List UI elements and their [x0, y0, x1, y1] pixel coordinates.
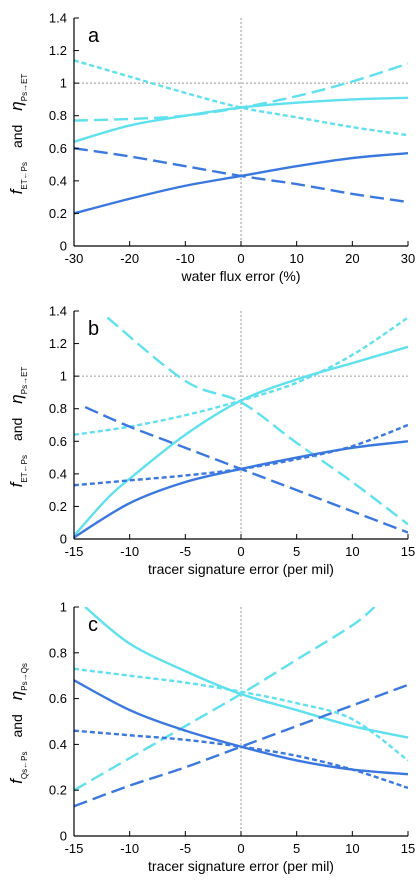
panel-c-y-tick-label: 0.8 [49, 645, 67, 660]
panel-a-x-tick-label: 30 [401, 251, 415, 266]
panel-a: 00.20.40.60.811.21.4-30 -20 -10 0 10 20 30wate… [7, 11, 415, 285]
panel-a-y-axis-label: fET←PsandηPs→ET [7, 74, 29, 195]
panel-c-y-tick-label: 0.2 [49, 783, 67, 798]
panel-b-x-tick-label: 5 [293, 544, 300, 559]
panel-b-x-axis-label: tracer signature error (per mil) [148, 561, 334, 577]
panel-b-y-tick-label: 1 [60, 369, 67, 384]
panel-b-y-tick-label: 0.4 [49, 466, 67, 481]
panel-b: 00.20.40.60.811.21.4-15 -10 -5 0 5 10 15tracer… [7, 304, 415, 578]
panel-a-x-tick-label: 0 [237, 251, 244, 266]
panel-c-label: c [88, 614, 98, 636]
panel-b-x-tick-label: 15 [401, 544, 415, 559]
panel-a-y-label-f-subscript: ET←Ps [20, 162, 29, 190]
panel-b-y-tick-label: 0.8 [49, 401, 67, 416]
panel-a-y-label-eta-symbol: η [7, 101, 26, 110]
panel-a-y-tick-label: 0.4 [49, 173, 67, 188]
panel-b-y-tick-label: 0.2 [49, 499, 67, 514]
panel-c-x-tick-label: -15 [65, 841, 84, 856]
panel-c-y-label-f-subscript: Qs←Ps [20, 752, 29, 780]
panel-c-y-label-eta-symbol: η [7, 691, 26, 700]
panel-b-y-axis-label: fET←PsandηPs→ET [7, 367, 29, 488]
panel-b-y-tick-label: 1.4 [49, 304, 67, 319]
panel-c-y-axis-label: fQs←PsandηPs→Qs [7, 663, 29, 784]
panel-c-x-tick-label: -10 [120, 841, 139, 856]
panel-b-x-tick-label: 0 [237, 544, 244, 559]
panel-c-series-line-light_cyan-solid [85, 607, 408, 738]
panel-c-x-axis-label: tracer signature error (per mil) [148, 858, 334, 874]
panel-a-y-tick-label: 0.6 [49, 141, 67, 156]
panel-a-x-axis-label: water flux error (%) [180, 268, 300, 284]
panel-a-x-tick-label: 10 [289, 251, 303, 266]
panel-b-y-label-eta-symbol: η [7, 394, 26, 403]
panel-b-x-tick-label: 10 [345, 544, 359, 559]
panel-a-y-tick-label: 0.8 [49, 108, 67, 123]
panel-b-y-label-eta-subscript: Ps→ET [20, 367, 29, 395]
panel-a-y-tick-label: 1.4 [49, 11, 67, 26]
panel-c-y-label-eta-subscript: Ps→Qs [20, 663, 29, 691]
panel-a-y-tick-label: 0.2 [49, 206, 67, 221]
panel-a-x-tick-label: 20 [345, 251, 359, 266]
panel-b-y-tick-label: 1.2 [49, 336, 67, 351]
panel-c-y-tick-label: 0.4 [49, 737, 67, 752]
panel-b-label: b [88, 318, 99, 340]
panel-b-x-tick-label: -15 [65, 544, 84, 559]
panel-b-y-label-and: and [9, 418, 25, 441]
panel-a-x-tick-label: -30 [65, 251, 84, 266]
panel-a-label: a [88, 25, 100, 47]
panel-a-series-line-light_cyan-dashed [74, 64, 408, 121]
panel-c-x-tick-label: 15 [401, 841, 415, 856]
panel-c-y-tick-label: 1 [60, 600, 67, 615]
panel-c-x-tick-label: 10 [345, 841, 359, 856]
panel-a-y-tick-label: 1 [60, 76, 67, 91]
panel-a-x-tick-label: -20 [120, 251, 139, 266]
panel-a-x-tick-label: -10 [176, 251, 195, 266]
panel-c-y-label-and: and [9, 714, 25, 737]
panel-c-x-tick-label: 0 [237, 841, 244, 856]
panel-c-x-tick-label: -5 [180, 841, 192, 856]
panel-b-y-label-f-subscript: ET←Ps [20, 455, 29, 483]
panel-b-x-tick-label: -5 [180, 544, 192, 559]
panel-a-y-label-eta-subscript: Ps→ET [20, 74, 29, 102]
panel-b-y-tick-label: 0.6 [49, 434, 67, 449]
panel-c-x-tick-label: 5 [293, 841, 300, 856]
panel-a-y-tick-label: 1.2 [49, 43, 67, 58]
panel-c-y-tick-label: 0.6 [49, 691, 67, 706]
panel-b-x-tick-label: -10 [120, 544, 139, 559]
panel-a-y-label-and: and [9, 125, 25, 148]
